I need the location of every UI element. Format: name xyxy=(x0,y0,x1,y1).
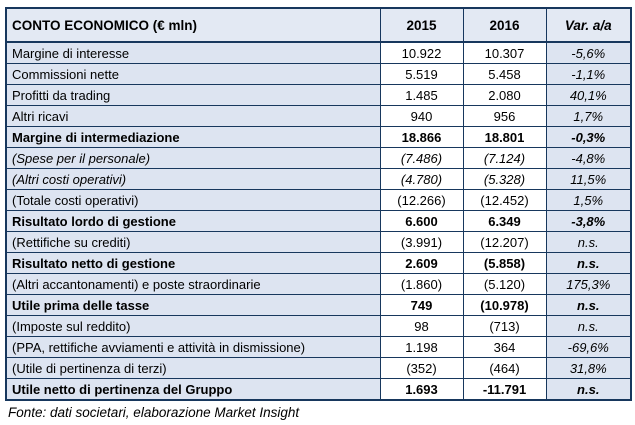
value-2016: (7.124) xyxy=(462,147,547,169)
table-row: (Imposte sul reddito) 98 (713) n.s. xyxy=(5,315,632,337)
value-var-yoy: n.s. xyxy=(545,378,632,401)
table-row: (PPA, rettifiche avviamenti e attività i… xyxy=(5,336,632,358)
value-2016: 18.801 xyxy=(462,126,547,148)
value-2016: (713) xyxy=(462,315,547,337)
value-var-yoy: -5,6% xyxy=(545,41,632,64)
value-var-yoy: n.s. xyxy=(545,231,632,253)
value-var-yoy: n.s. xyxy=(545,294,632,316)
row-label: (Utile di pertinenza di terzi) xyxy=(5,357,381,379)
value-2015: (3.991) xyxy=(379,231,464,253)
value-2015: 749 xyxy=(379,294,464,316)
value-2016: 10.307 xyxy=(462,41,547,64)
value-var-yoy: 1,5% xyxy=(545,189,632,211)
row-label: (PPA, rettifiche avviamenti e attività i… xyxy=(5,336,381,358)
row-label: Margine di intermediazione xyxy=(5,126,381,148)
value-var-yoy: 11,5% xyxy=(545,168,632,190)
value-var-yoy: 40,1% xyxy=(545,84,632,106)
value-var-yoy: -3,8% xyxy=(545,210,632,232)
value-2015: (1.860) xyxy=(379,273,464,295)
value-2015: (4.780) xyxy=(379,168,464,190)
table-row: (Spese per il personale) (7.486) (7.124) -4… xyxy=(5,147,632,169)
table-body: Margine di interesse 10.922 10.307 -5,6% Com… xyxy=(5,41,632,401)
table-row: Commissioni nette 5.519 5.458 -1,1% xyxy=(5,63,632,85)
income-statement-table: CONTO ECONOMICO (€ mln) 2015 2016 Var. a… xyxy=(5,7,632,401)
row-label: Risultato lordo di gestione xyxy=(5,210,381,232)
row-label: Commissioni nette xyxy=(5,63,381,85)
value-2016: 5.458 xyxy=(462,63,547,85)
value-2015: 1.198 xyxy=(379,336,464,358)
row-label: (Imposte sul reddito) xyxy=(5,315,381,337)
row-label: (Spese per il personale) xyxy=(5,147,381,169)
row-label: Risultato netto di gestione xyxy=(5,252,381,274)
value-2016: 364 xyxy=(462,336,547,358)
income-statement-figure: CONTO ECONOMICO (€ mln) 2015 2016 Var. a… xyxy=(5,7,632,420)
value-var-yoy: n.s. xyxy=(545,315,632,337)
value-2016: (464) xyxy=(462,357,547,379)
table-row: (Utile di pertinenza di terzi) (352) (464)… xyxy=(5,357,632,379)
value-2015: 940 xyxy=(379,105,464,127)
value-var-yoy: -69,6% xyxy=(545,336,632,358)
table-row: Utile prima delle tasse 749 (10.978) n.s. xyxy=(5,294,632,316)
row-label: (Totale costi operativi) xyxy=(5,189,381,211)
value-2015: 5.519 xyxy=(379,63,464,85)
value-2016: (12.452) xyxy=(462,189,547,211)
value-var-yoy: 1,7% xyxy=(545,105,632,127)
row-label: Profitti da trading xyxy=(5,84,381,106)
value-2015: 6.600 xyxy=(379,210,464,232)
value-var-yoy: -1,1% xyxy=(545,63,632,85)
source-note: Fonte: dati societari, elaborazione Mark… xyxy=(8,405,300,420)
table-title: CONTO ECONOMICO (€ mln) xyxy=(5,7,381,43)
table-header: CONTO ECONOMICO (€ mln) 2015 2016 Var. a… xyxy=(5,7,632,43)
row-label: (Altri costi operativi) xyxy=(5,168,381,190)
value-2016: (12.207) xyxy=(462,231,547,253)
table-row: Risultato lordo di gestione 6.600 6.349 -3,… xyxy=(5,210,632,232)
table-row: (Altri costi operativi) (4.780) (5.328) 11,… xyxy=(5,168,632,190)
value-2016: -11.791 xyxy=(462,378,547,401)
value-2015: (352) xyxy=(379,357,464,379)
value-2015: 18.866 xyxy=(379,126,464,148)
row-label: (Altri accantonamenti) e poste straordin… xyxy=(5,273,381,295)
value-var-yoy: -4,8% xyxy=(545,147,632,169)
value-var-yoy: n.s. xyxy=(545,252,632,274)
row-label: Utile prima delle tasse xyxy=(5,294,381,316)
value-2016: 6.349 xyxy=(462,210,547,232)
row-label: Altri ricavi xyxy=(5,105,381,127)
table-row: Altri ricavi 940 956 1,7% xyxy=(5,105,632,127)
value-2016: 956 xyxy=(462,105,547,127)
value-2015: 10.922 xyxy=(379,41,464,64)
row-label: Margine di interesse xyxy=(5,41,381,64)
value-2015: 2.609 xyxy=(379,252,464,274)
row-label: (Rettifiche su crediti) xyxy=(5,231,381,253)
header-row: CONTO ECONOMICO (€ mln) 2015 2016 Var. a… xyxy=(5,7,632,43)
value-2015: (7.486) xyxy=(379,147,464,169)
value-var-yoy: 175,3% xyxy=(545,273,632,295)
table-row: Risultato netto di gestione 2.609 (5.858) n… xyxy=(5,252,632,274)
value-2016: (5.858) xyxy=(462,252,547,274)
table-row: Margine di intermediazione 18.866 18.801 -0… xyxy=(5,126,632,148)
table-row: (Totale costi operativi) (12.266) (12.452)… xyxy=(5,189,632,211)
value-2016: 2.080 xyxy=(462,84,547,106)
value-2016: (10.978) xyxy=(462,294,547,316)
table-row: Profitti da trading 1.485 2.080 40,1% xyxy=(5,84,632,106)
value-2015: 1.693 xyxy=(379,378,464,401)
value-2015: 98 xyxy=(379,315,464,337)
table-row: (Altri accantonamenti) e poste straordin… xyxy=(5,273,632,295)
table-row: Margine di interesse 10.922 10.307 -5,6% xyxy=(5,41,632,64)
value-var-yoy: 31,8% xyxy=(545,357,632,379)
row-label: Utile netto di pertinenza del Gruppo xyxy=(5,378,381,401)
value-2015: (12.266) xyxy=(379,189,464,211)
table-row: (Rettifiche su crediti) (3.991) (12.207) n.… xyxy=(5,231,632,253)
value-2016: (5.120) xyxy=(462,273,547,295)
column-header-var-yoy: Var. a/a xyxy=(545,7,632,43)
table-row: Utile netto di pertinenza del Gruppo 1.69… xyxy=(5,378,632,401)
value-2015: 1.485 xyxy=(379,84,464,106)
value-var-yoy: -0,3% xyxy=(545,126,632,148)
value-2016: (5.328) xyxy=(462,168,547,190)
column-header-2016: 2016 xyxy=(462,7,547,43)
column-header-2015: 2015 xyxy=(379,7,464,43)
